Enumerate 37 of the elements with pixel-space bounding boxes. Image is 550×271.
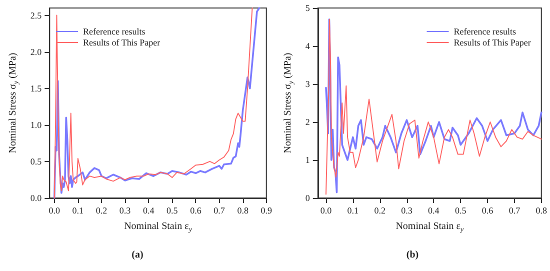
y-tick-label: 0 [305, 193, 310, 203]
legend-label: Results of This Paper [454, 38, 531, 48]
y-tick-label: 1 [305, 155, 310, 165]
x-tick-label: 0.1 [72, 206, 84, 216]
x-tick-label: 0.5 [166, 206, 178, 216]
x-tick-label: 0.4 [428, 206, 440, 216]
legend-label: Reference results [454, 26, 516, 36]
legend-label: Results of This Paper [83, 38, 160, 48]
x-tick-label: 0.2 [374, 206, 386, 216]
x-tick-label: 0.2 [96, 206, 108, 216]
y-tick-label: 0.0 [30, 193, 42, 203]
x-tick-label: 0.4 [142, 206, 155, 216]
text: (b) [406, 250, 419, 260]
x-tick-label: 0.1 [347, 206, 359, 216]
x-tick-label: 0.8 [237, 206, 249, 216]
y-tick-label: 2 [305, 117, 310, 127]
x-tick-label: 0.7 [214, 206, 226, 216]
x-tick-label: 0.6 [190, 206, 202, 216]
y-tick-label: 3 [305, 79, 310, 89]
x-tick-label: 0.7 [508, 206, 521, 216]
y-tick-label: 5 [305, 3, 310, 13]
y-tick-label: 1.5 [30, 83, 42, 94]
y-tick-label: 4 [305, 41, 310, 51]
x-tick-label: 0.8 [536, 206, 548, 216]
x-tick-label: 0.0 [48, 206, 60, 216]
y-tick-label: 1.0 [30, 120, 42, 130]
x-tick-label: 0.9 [260, 206, 272, 216]
x-tick-label: 0.3 [119, 206, 132, 216]
text: (a) [132, 250, 144, 260]
x-tick-label: 0.6 [482, 206, 494, 216]
y-tick-label: 2.5 [30, 10, 42, 20]
y-tick-label: 2.0 [30, 46, 42, 57]
y-tick-label: 0.5 [30, 156, 42, 166]
x-tick-label: 0.5 [454, 206, 467, 216]
x-tick-label: 0.3 [401, 206, 413, 216]
x-tick-label: 0.0 [320, 206, 332, 216]
legend-label: Reference results [83, 26, 146, 36]
